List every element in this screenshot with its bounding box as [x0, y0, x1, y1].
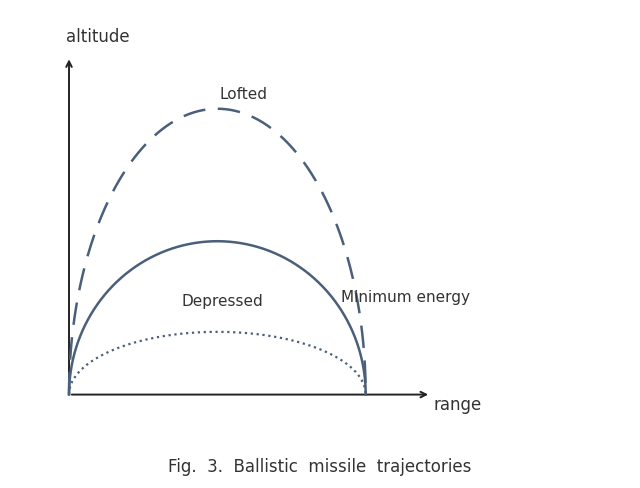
Text: Lofted: Lofted	[220, 87, 268, 102]
Text: altitude: altitude	[66, 28, 130, 46]
Text: Fig.  3.  Ballistic  missile  trajectories: Fig. 3. Ballistic missile trajectories	[168, 458, 472, 476]
Text: Depressed: Depressed	[182, 294, 264, 309]
Text: range: range	[434, 396, 482, 414]
Text: Minimum energy: Minimum energy	[341, 290, 470, 305]
